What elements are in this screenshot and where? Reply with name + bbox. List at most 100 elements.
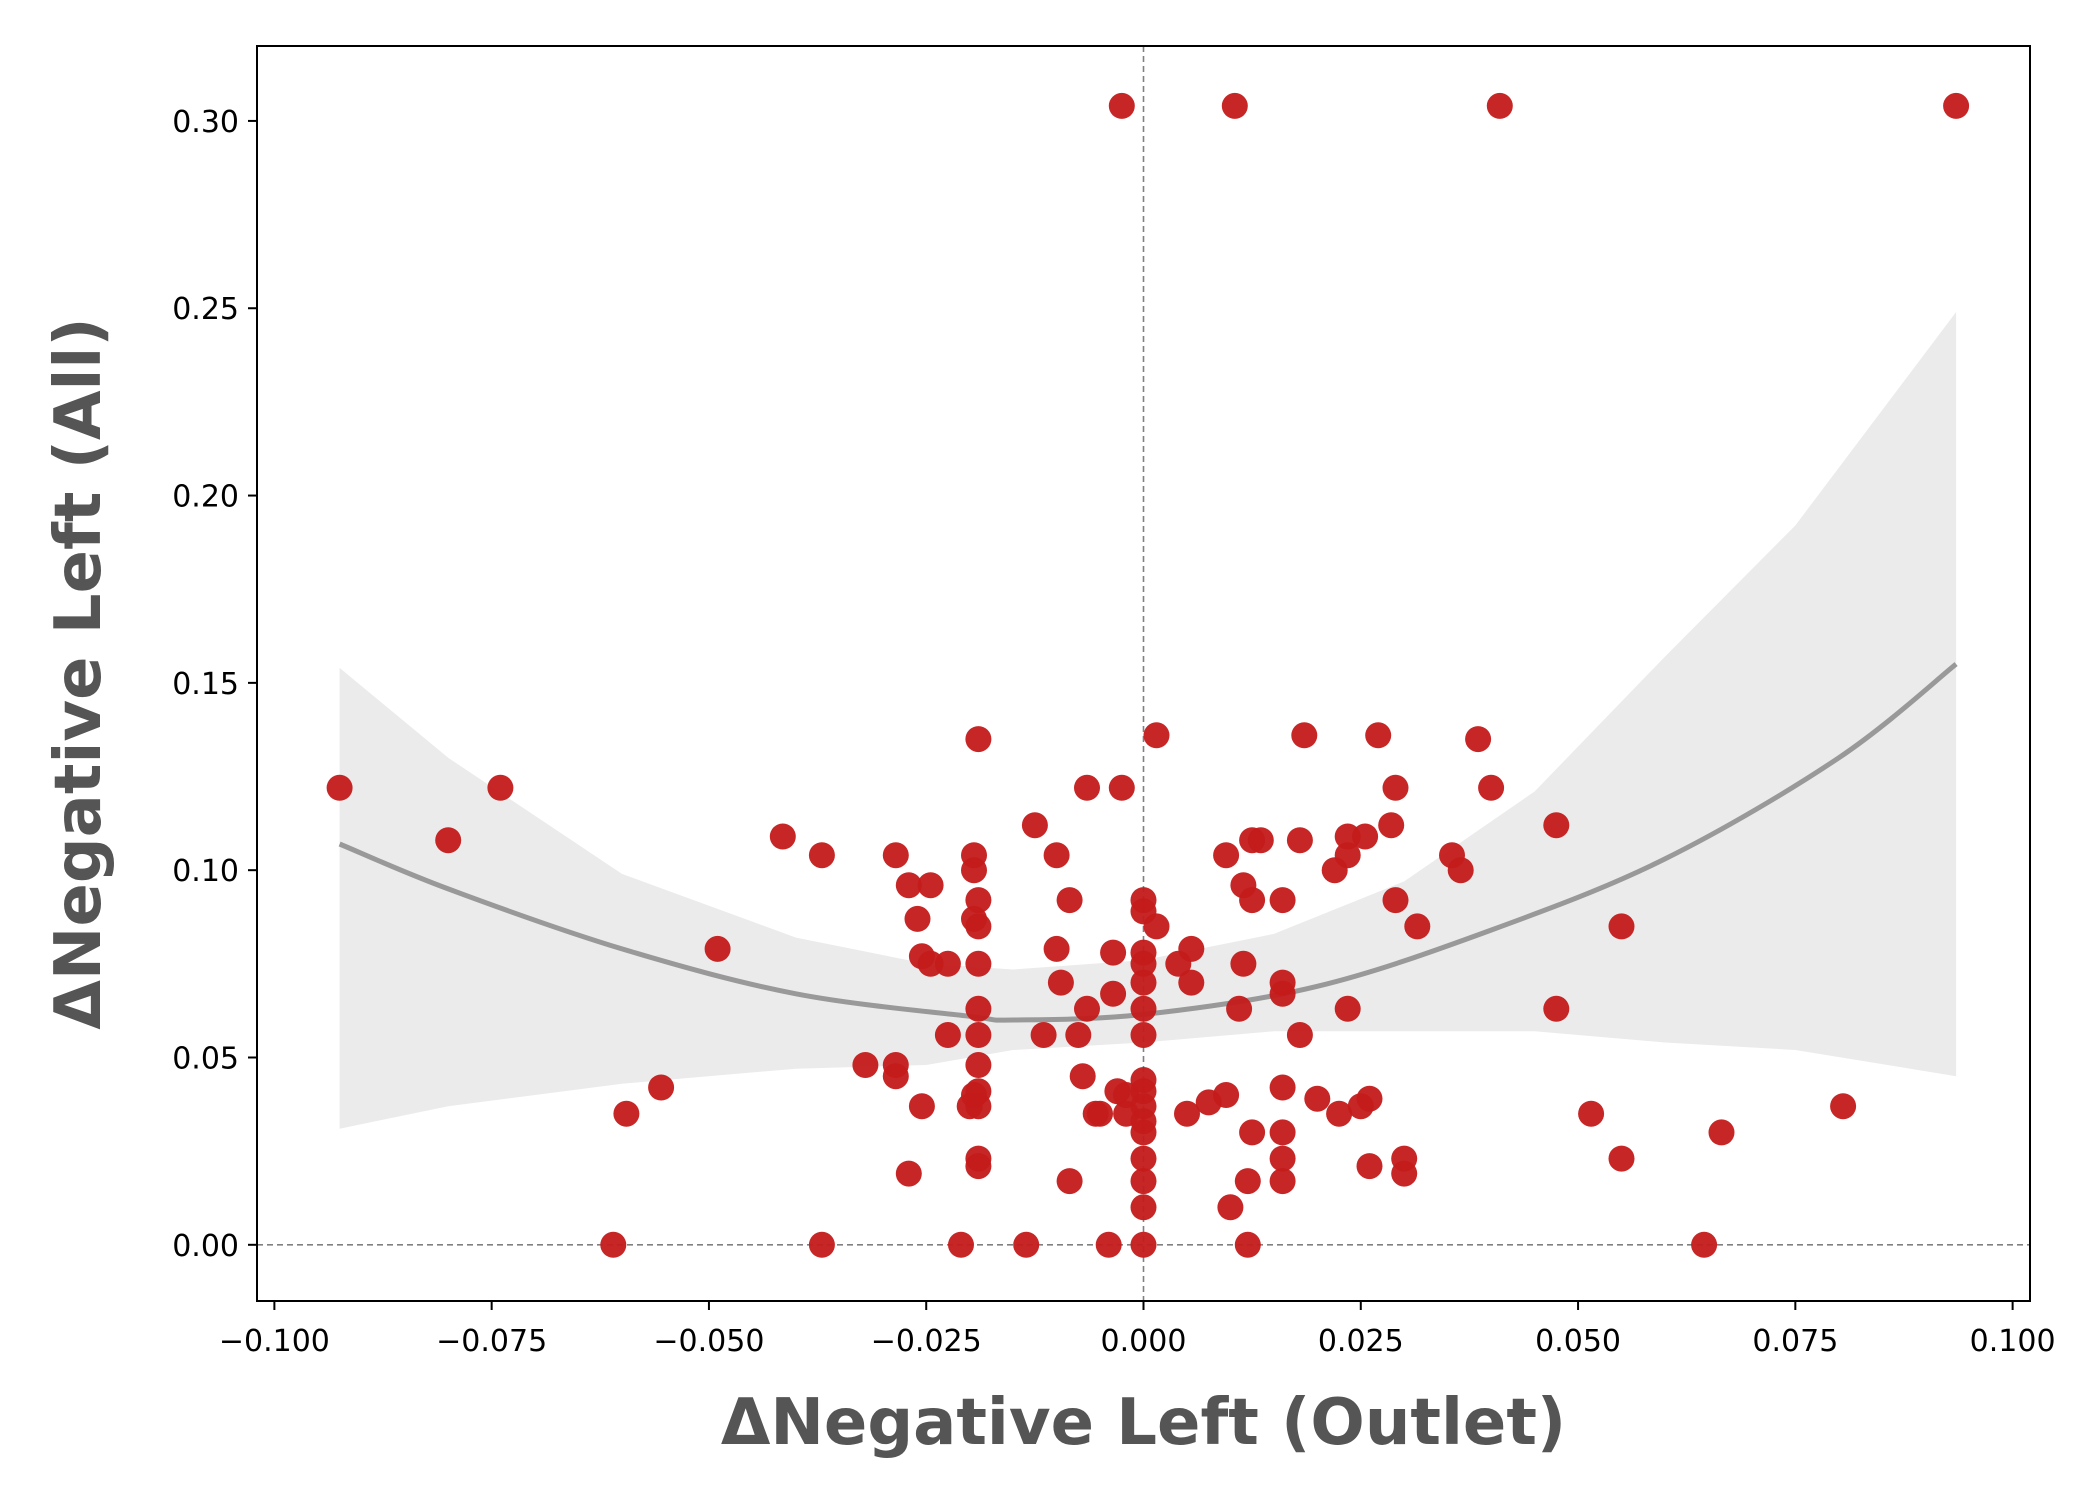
data-point — [1056, 1168, 1083, 1195]
data-point — [1239, 1119, 1266, 1146]
data-point — [1130, 1194, 1157, 1221]
data-point — [600, 1231, 627, 1258]
data-point — [965, 1052, 992, 1078]
data-point — [1174, 1100, 1200, 1127]
data-point — [882, 842, 909, 869]
data-point — [1269, 887, 1296, 914]
data-point — [1234, 1168, 1261, 1195]
x-tick-label: −0.075 — [436, 1324, 547, 1359]
data-point — [1130, 950, 1157, 977]
fit-curve-layer — [338, 662, 1958, 1023]
data-point — [1021, 812, 1048, 839]
data-point — [1030, 1022, 1057, 1048]
data-point — [965, 726, 992, 753]
x-axis-ticks: −0.100 −0.075 −0.050 −0.025 0.000 0.025 0.050 0… — [219, 1301, 2056, 1359]
data-point — [1074, 995, 1100, 1022]
data-point — [1943, 92, 1970, 119]
data-point — [1334, 995, 1361, 1022]
x-tick-label: 0.050 — [1535, 1324, 1621, 1359]
data-point — [1478, 774, 1505, 801]
data-point — [965, 1153, 992, 1180]
data-point — [613, 1100, 640, 1127]
data-point — [1291, 722, 1318, 749]
data-point — [808, 1231, 835, 1258]
data-point — [965, 1022, 992, 1048]
data-point — [1356, 1153, 1383, 1180]
data-point — [1286, 827, 1313, 854]
data-point — [1608, 913, 1635, 940]
data-point — [1608, 1145, 1635, 1172]
data-point — [961, 857, 987, 884]
data-point — [435, 827, 462, 854]
y-tick-label: 0.20 — [172, 480, 239, 515]
data-point — [882, 1063, 909, 1090]
data-points-layer — [326, 92, 1970, 1258]
data-point — [487, 774, 514, 801]
data-point — [1100, 980, 1127, 1007]
data-point — [1382, 774, 1409, 801]
data-point — [1356, 1085, 1383, 1112]
data-point — [1065, 1022, 1092, 1048]
data-point — [1130, 1145, 1157, 1172]
data-point — [1143, 722, 1170, 749]
data-point — [1239, 887, 1266, 914]
data-point — [895, 1160, 922, 1187]
data-point — [961, 1082, 987, 1108]
data-point — [1269, 1119, 1296, 1146]
data-point — [1143, 913, 1170, 940]
data-point — [904, 905, 931, 932]
confidence-band — [339, 312, 1957, 1129]
data-point — [1108, 774, 1135, 801]
data-point — [1352, 823, 1379, 850]
data-point — [1226, 995, 1253, 1022]
data-point — [1830, 1093, 1857, 1120]
data-point — [852, 1052, 879, 1078]
data-point — [1269, 1074, 1296, 1101]
x-tick-label: 0.075 — [1752, 1324, 1838, 1359]
y-axis-ticks: 0.00 0.05 0.10 0.15 0.20 0.25 0.30 — [172, 105, 257, 1264]
data-point — [1269, 1145, 1296, 1172]
data-point — [1286, 1022, 1313, 1048]
data-point — [965, 995, 992, 1022]
data-point — [769, 823, 796, 850]
data-point — [1543, 995, 1570, 1022]
data-point — [704, 935, 731, 962]
data-point — [1486, 92, 1513, 119]
data-point — [1130, 1231, 1157, 1258]
data-point — [895, 872, 922, 899]
x-axis-title: ΔNegative Left (Outlet) — [721, 1386, 1566, 1460]
data-point — [1100, 939, 1127, 966]
data-point — [1130, 995, 1157, 1022]
data-point — [1578, 1100, 1605, 1127]
x-tick-label: −0.050 — [653, 1324, 764, 1359]
data-point — [965, 887, 992, 914]
confidence-band-layer — [339, 312, 1957, 1129]
data-point — [1043, 842, 1070, 869]
data-point — [1691, 1231, 1718, 1258]
data-point — [1708, 1119, 1735, 1146]
y-tick-label: 0.15 — [172, 667, 239, 702]
data-point — [1069, 1063, 1096, 1090]
y-tick-label: 0.30 — [172, 105, 239, 140]
y-tick-label: 0.25 — [172, 292, 239, 327]
data-point — [1095, 1231, 1122, 1258]
x-tick-label: −0.100 — [219, 1324, 330, 1359]
data-point — [1130, 1168, 1157, 1195]
data-point — [1465, 726, 1492, 753]
data-point — [1130, 1119, 1157, 1146]
data-point — [1304, 1085, 1331, 1112]
data-point — [1247, 827, 1274, 854]
data-point — [934, 950, 961, 977]
y-tick-label: 0.05 — [172, 1041, 239, 1076]
data-point — [1221, 92, 1248, 119]
data-point — [1047, 969, 1074, 996]
data-point — [965, 913, 992, 940]
data-point — [1269, 980, 1296, 1007]
data-point — [1447, 857, 1474, 884]
data-point — [934, 1022, 961, 1048]
data-point — [1382, 887, 1409, 914]
y-tick-label: 0.10 — [172, 854, 239, 889]
data-point — [1043, 935, 1070, 962]
data-point — [1334, 842, 1361, 869]
data-point — [1087, 1100, 1113, 1127]
